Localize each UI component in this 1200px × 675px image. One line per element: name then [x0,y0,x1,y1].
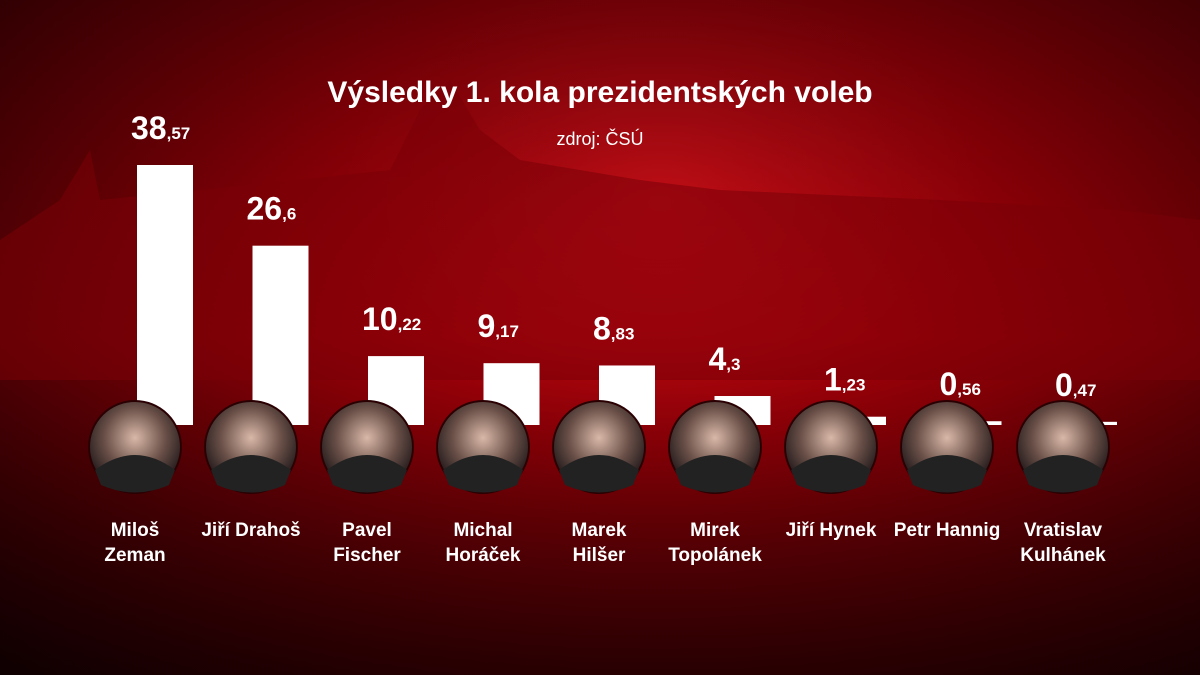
bar [137,165,193,425]
candidate-suit [559,455,639,493]
candidate-suit [791,455,871,493]
value-label: 1,23 [824,362,865,398]
value-label: 38,57 [131,110,190,146]
candidate-name: Michal Horáček [445,520,521,566]
candidate-suit [675,455,755,493]
candidate-suit [1023,455,1103,493]
value-label: 10,22 [362,301,421,337]
candidate-suit [443,455,523,493]
candidate-suit [327,455,407,493]
candidate-name: Pavel Fischer [333,520,401,566]
bar [252,245,309,425]
chart-subtitle: zdroj: ČSÚ [556,128,643,149]
value-label: 26,6 [247,191,297,227]
candidate-name: Petr Hannig [893,520,1001,541]
candidate-name: Miloš Zeman [104,520,166,566]
candidate-name: Jiří Drahoš [201,520,301,541]
candidate-name: Jiří Hynek [785,520,877,541]
candidate-name: Marek Hilšer [571,520,627,566]
value-label: 0,47 [1055,367,1096,403]
chart-title: Výsledky 1. kola prezidentských voleb [327,76,872,109]
value-label: 0,56 [940,366,981,402]
candidate-name: Vratislav Kulhánek [1020,520,1106,566]
candidate-suit [907,455,987,493]
value-label: 8,83 [593,310,634,346]
value-label: 9,17 [478,308,519,344]
candidate-suit [211,455,291,493]
value-label: 4,3 [709,341,741,377]
candidate-name: Mirek Topolánek [668,520,762,566]
candidate-suit [95,455,175,493]
